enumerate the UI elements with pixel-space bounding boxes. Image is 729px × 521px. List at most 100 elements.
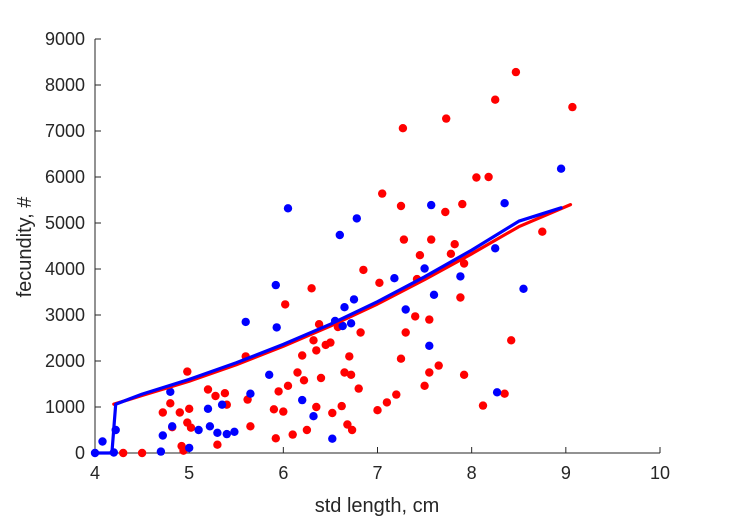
data-point xyxy=(338,321,347,331)
data-point xyxy=(283,381,293,390)
data-point xyxy=(484,172,493,182)
data-point xyxy=(347,425,357,435)
data-point xyxy=(519,284,528,293)
data-point xyxy=(166,387,175,396)
data-point xyxy=(346,370,356,379)
data-point xyxy=(343,420,352,429)
data-point xyxy=(491,95,500,104)
y-tick-label: 8000 xyxy=(45,75,85,95)
y-tick-label: 6000 xyxy=(45,167,85,187)
data-point xyxy=(420,381,429,390)
data-point xyxy=(274,387,283,396)
data-point xyxy=(186,423,196,432)
data-point xyxy=(281,300,290,309)
data-point xyxy=(298,395,307,405)
data-point xyxy=(375,278,384,287)
data-point xyxy=(459,259,469,268)
data-point xyxy=(246,422,255,431)
data-point xyxy=(345,352,354,361)
x-tick-label: 9 xyxy=(561,463,571,483)
data-point xyxy=(288,430,297,439)
data-point xyxy=(222,429,231,439)
plot-area: 4 5 6 7 8 9 10 0 1000 2000 3000 4000 5000 6000 7000 80… xyxy=(45,29,670,483)
data-point xyxy=(459,370,469,379)
series-layer xyxy=(90,67,577,458)
data-point xyxy=(429,290,439,299)
y-tick-label: 4000 xyxy=(45,259,85,279)
data-point xyxy=(217,400,227,409)
data-point xyxy=(175,408,184,417)
data-point xyxy=(568,102,577,112)
y-tick-label: 2000 xyxy=(45,351,85,371)
data-point xyxy=(119,448,128,458)
data-point xyxy=(354,384,363,393)
data-point xyxy=(556,164,566,173)
data-point xyxy=(359,265,368,275)
data-point xyxy=(346,319,356,328)
y-tick-label: 3000 xyxy=(45,305,85,325)
data-point xyxy=(456,272,465,281)
data-point xyxy=(478,401,488,410)
data-point xyxy=(401,328,410,337)
data-point xyxy=(168,422,177,431)
data-point xyxy=(326,338,335,347)
data-point xyxy=(312,346,321,355)
data-point xyxy=(340,368,349,377)
data-point xyxy=(425,315,434,324)
data-point xyxy=(446,249,456,258)
data-point xyxy=(511,67,521,77)
data-point xyxy=(194,425,203,435)
data-point xyxy=(293,368,302,377)
x-ticks: 4 5 6 7 8 9 10 xyxy=(90,447,670,483)
data-point xyxy=(137,448,147,458)
data-point xyxy=(205,422,215,431)
data-point xyxy=(271,280,280,290)
data-point xyxy=(316,373,326,383)
x-tick-label: 7 xyxy=(372,463,382,483)
data-point xyxy=(340,303,349,312)
data-point xyxy=(378,189,387,198)
data-point xyxy=(472,173,481,182)
data-point xyxy=(272,323,281,332)
data-point xyxy=(166,399,175,408)
data-point xyxy=(415,251,425,260)
data-point xyxy=(185,404,194,413)
y-tick-label: 5000 xyxy=(45,213,85,233)
data-point xyxy=(500,199,509,208)
data-point xyxy=(538,227,547,236)
data-point xyxy=(158,431,167,440)
x-tick-label: 10 xyxy=(650,463,670,483)
data-point xyxy=(211,391,220,401)
data-point xyxy=(213,428,222,437)
data-point xyxy=(442,114,451,123)
data-point xyxy=(356,328,365,337)
data-point xyxy=(425,368,434,377)
data-point xyxy=(158,408,167,417)
x-tick-label: 5 xyxy=(184,463,194,483)
data-point xyxy=(441,207,450,217)
x-tick-label: 4 xyxy=(90,463,100,483)
data-point xyxy=(390,274,399,283)
data-point xyxy=(156,447,166,456)
data-point xyxy=(425,341,434,350)
data-point xyxy=(265,370,274,379)
y-ticks: 0 1000 2000 3000 4000 5000 6000 7000 8000 9000 xyxy=(45,29,101,463)
data-point xyxy=(302,425,312,435)
data-point xyxy=(399,235,409,244)
data-point xyxy=(203,385,213,394)
data-point xyxy=(312,402,321,412)
data-point xyxy=(314,320,324,329)
series-1-fit-line xyxy=(93,206,563,455)
series-0-points xyxy=(119,67,577,458)
data-point xyxy=(411,312,420,321)
data-point xyxy=(183,367,192,376)
data-point xyxy=(185,443,194,453)
data-point xyxy=(299,376,309,385)
data-point xyxy=(434,361,443,370)
data-point xyxy=(373,406,382,415)
x-tick-label: 6 xyxy=(278,463,288,483)
data-point xyxy=(337,401,346,411)
data-point xyxy=(220,389,230,398)
y-tick-label: 0 xyxy=(75,443,85,463)
data-point xyxy=(335,230,344,240)
